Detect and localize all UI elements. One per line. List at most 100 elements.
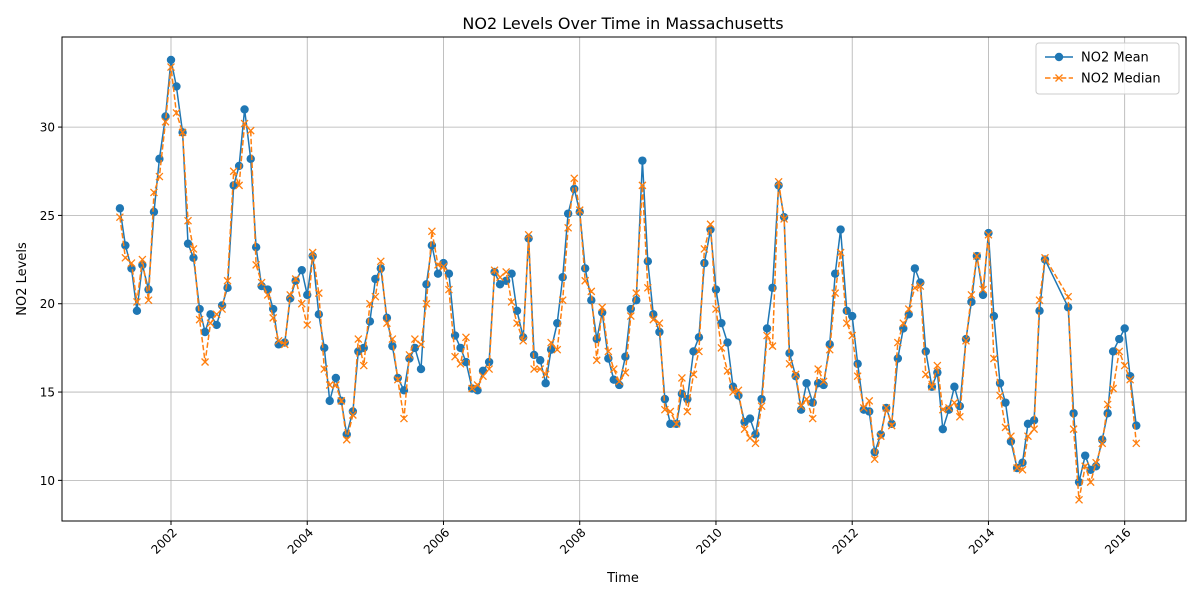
mean-point: [1023, 419, 1033, 429]
median-point: [938, 405, 947, 414]
median-point: [723, 366, 732, 375]
median-point: [1086, 478, 1095, 487]
median-point: [144, 296, 153, 305]
median-point: [1001, 423, 1010, 432]
median-point: [132, 298, 141, 306]
median-point: [376, 257, 385, 266]
median-point: [371, 292, 380, 301]
median-point: [587, 287, 596, 296]
median-point: [303, 320, 312, 329]
mean-point: [546, 345, 556, 354]
median-point: [434, 260, 442, 269]
median-point: [780, 214, 789, 223]
median-point: [252, 260, 261, 269]
x-tick-label: 2016: [1102, 525, 1133, 556]
series-layer: [115, 55, 1141, 504]
median-point: [581, 276, 590, 285]
mean-point: [842, 306, 851, 315]
mean-point: [785, 348, 794, 358]
y-axis-label: NO2 Levels: [15, 242, 30, 316]
mean-point: [666, 419, 675, 429]
median-point: [564, 223, 573, 232]
median-point: [598, 303, 607, 312]
median-point: [502, 267, 511, 276]
median-point: [325, 381, 334, 389]
mean-point: [768, 283, 777, 293]
median-point: [1064, 292, 1073, 301]
median-point: [979, 285, 987, 294]
mean-point: [320, 343, 329, 353]
mean-point: [484, 357, 494, 367]
mean-point: [893, 354, 903, 363]
mean-point: [223, 283, 232, 293]
median-point: [167, 63, 175, 71]
x-tick-label: 2006: [421, 525, 452, 556]
median-point: [127, 259, 136, 268]
mean-point: [127, 264, 136, 273]
median-point: [842, 319, 851, 328]
median-point: [547, 338, 556, 347]
mean-point: [836, 225, 845, 234]
median-point: [558, 296, 567, 305]
median-point: [740, 425, 749, 434]
x-axis-label: Time: [606, 571, 639, 586]
median-point: [365, 299, 374, 308]
median-point: [354, 335, 363, 344]
mean-point: [251, 243, 261, 252]
median-point: [972, 252, 981, 260]
median-point: [1081, 462, 1090, 471]
median-point: [1115, 347, 1124, 356]
median-point: [553, 345, 562, 354]
mean-point: [689, 347, 698, 356]
mean-point: [365, 317, 375, 326]
mean-point: [331, 373, 341, 383]
median-point: [836, 248, 845, 257]
median-point: [643, 283, 652, 292]
median-point: [853, 372, 862, 381]
median-point: [882, 403, 891, 412]
mean-point: [512, 306, 522, 315]
median-point: [195, 315, 204, 324]
mean-point: [938, 424, 948, 434]
mean-point: [138, 260, 147, 270]
mean-point: [649, 310, 658, 319]
median-point: [115, 213, 124, 222]
median-point: [626, 312, 635, 321]
mean-point: [989, 311, 999, 321]
mean-point: [762, 324, 772, 333]
median-point: [717, 343, 726, 352]
median-point: [1098, 439, 1107, 448]
mean-point: [507, 269, 516, 278]
mean-line: [119, 59, 1138, 483]
median-point: [456, 359, 465, 368]
median-point: [468, 384, 477, 393]
mean-point: [609, 375, 618, 384]
mean-point: [325, 396, 334, 406]
legend-item-median: NO2 Median: [1045, 72, 1161, 87]
median-point: [621, 368, 630, 377]
median-point: [927, 382, 936, 391]
median-point: [962, 336, 970, 345]
median-point: [257, 278, 266, 287]
median-point: [683, 407, 692, 416]
median-point: [910, 283, 919, 292]
median-point: [575, 206, 584, 215]
median-point: [689, 370, 698, 379]
median-point: [649, 315, 658, 324]
mean-point: [643, 257, 653, 266]
median-point: [1132, 439, 1141, 448]
mean-point: [433, 269, 443, 278]
median-point: [655, 319, 664, 328]
median-point: [388, 335, 397, 344]
median-point: [218, 305, 227, 313]
median-point: [337, 396, 346, 405]
median-point: [615, 377, 624, 386]
median-point: [530, 365, 539, 374]
median-point: [814, 365, 823, 374]
median-point: [263, 290, 272, 299]
mean-point: [1115, 334, 1124, 344]
mean-point: [166, 55, 176, 65]
median-point: [916, 282, 925, 291]
median-point: [825, 345, 834, 354]
median-point: [1120, 361, 1129, 370]
